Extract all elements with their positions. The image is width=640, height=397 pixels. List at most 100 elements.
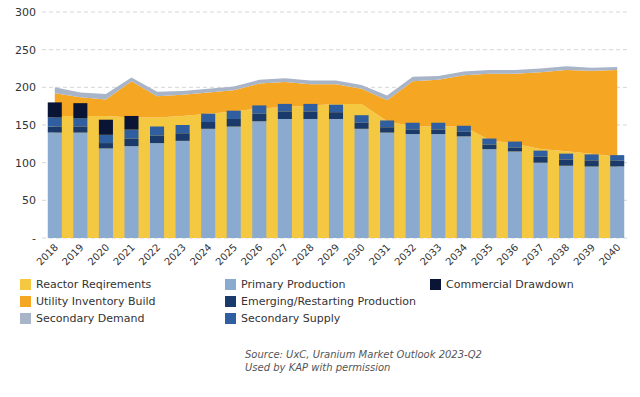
bar [533,150,547,151]
bar [124,116,138,130]
bar [329,119,343,238]
bar [559,153,573,154]
x-tick-label: 2027 [265,242,291,268]
bar [329,104,343,105]
bar [508,142,522,148]
legend-label: Commercial Drawdown [446,278,574,291]
bar [482,138,496,139]
bar [303,103,317,104]
bar [150,126,164,127]
chart: -501001502002503002018201920202021202220… [0,0,640,397]
bar [252,105,266,113]
bar [533,151,547,157]
bar [380,133,394,238]
bar [585,154,599,155]
bar [380,120,394,127]
grid [42,12,630,238]
bar [278,103,292,104]
bar [227,127,241,238]
bar [406,123,420,130]
legend-label: Reactor Reqirements [36,278,152,291]
bar [99,120,113,135]
bar [457,136,471,238]
bar [431,123,445,130]
bar [278,119,292,238]
bar [431,134,445,238]
bar [227,110,241,111]
bar [355,123,369,129]
x-tick-label: 2038 [546,242,572,268]
bar [73,118,87,126]
x-tick-label: 2040 [597,242,623,268]
y-tick-label: 300 [15,6,36,19]
y-tick-label: 200 [15,81,36,94]
bar [73,133,87,238]
bar [99,143,113,148]
legend-swatch [20,313,31,324]
bar [201,114,215,122]
x-tick-label: 2023 [162,242,188,268]
bar [559,166,573,238]
bar [176,141,190,238]
bar [610,166,624,238]
bar [73,103,87,118]
bar [585,166,599,238]
bar [278,104,292,112]
x-tick-label: 2021 [111,242,137,268]
bar [610,160,624,166]
x-tick-label: 2018 [34,242,60,268]
bar [559,160,573,166]
bar [355,115,369,116]
bar [201,129,215,238]
legend-label: Secondary Demand [36,312,144,325]
x-tick-label: 2033 [418,242,444,268]
legend-label: Emerging/Restarting Production [241,295,416,308]
bar [329,105,343,113]
bar [252,105,266,106]
legend-label: Utility Inventory Build [36,295,156,308]
grid-line [42,12,630,13]
y-tick-label: 100 [15,157,36,170]
bar [585,154,599,160]
bar [482,149,496,238]
x-tick-label: 2022 [137,242,163,268]
areas [55,66,617,238]
bar [303,111,317,119]
bar [201,113,215,114]
legend-swatch [225,279,236,290]
bar [176,125,190,133]
bar [457,126,471,132]
x-tick-label: 2034 [443,242,469,268]
plot-area [48,66,624,238]
x-tick-label: 2024 [188,242,214,268]
bar [329,112,343,119]
bar [406,130,420,135]
bar [355,129,369,238]
bar [380,127,394,132]
legend-swatch [430,279,441,290]
bar [278,111,292,119]
bar [227,119,241,127]
x-tick-label: 2028 [290,242,316,268]
bar [48,127,62,133]
area [55,66,617,100]
bar [559,154,573,160]
bar [610,155,624,160]
bar [482,139,496,145]
x-tick-label: 2025 [213,242,239,268]
x-tick-label: 2031 [367,242,393,268]
y-tick-label: 250 [15,44,36,57]
x-tick-label: 2026 [239,242,265,268]
bar [124,130,138,139]
legend-label: Secondary Supply [241,312,341,325]
bar [252,114,266,122]
bar [99,135,113,143]
x-tick-label: 2030 [341,242,367,268]
bar [431,130,445,135]
bar [457,132,471,137]
legend-swatch [20,296,31,307]
bar [176,133,190,141]
x-tick-label: 2036 [495,242,521,268]
bar [48,133,62,238]
bar [150,136,164,144]
